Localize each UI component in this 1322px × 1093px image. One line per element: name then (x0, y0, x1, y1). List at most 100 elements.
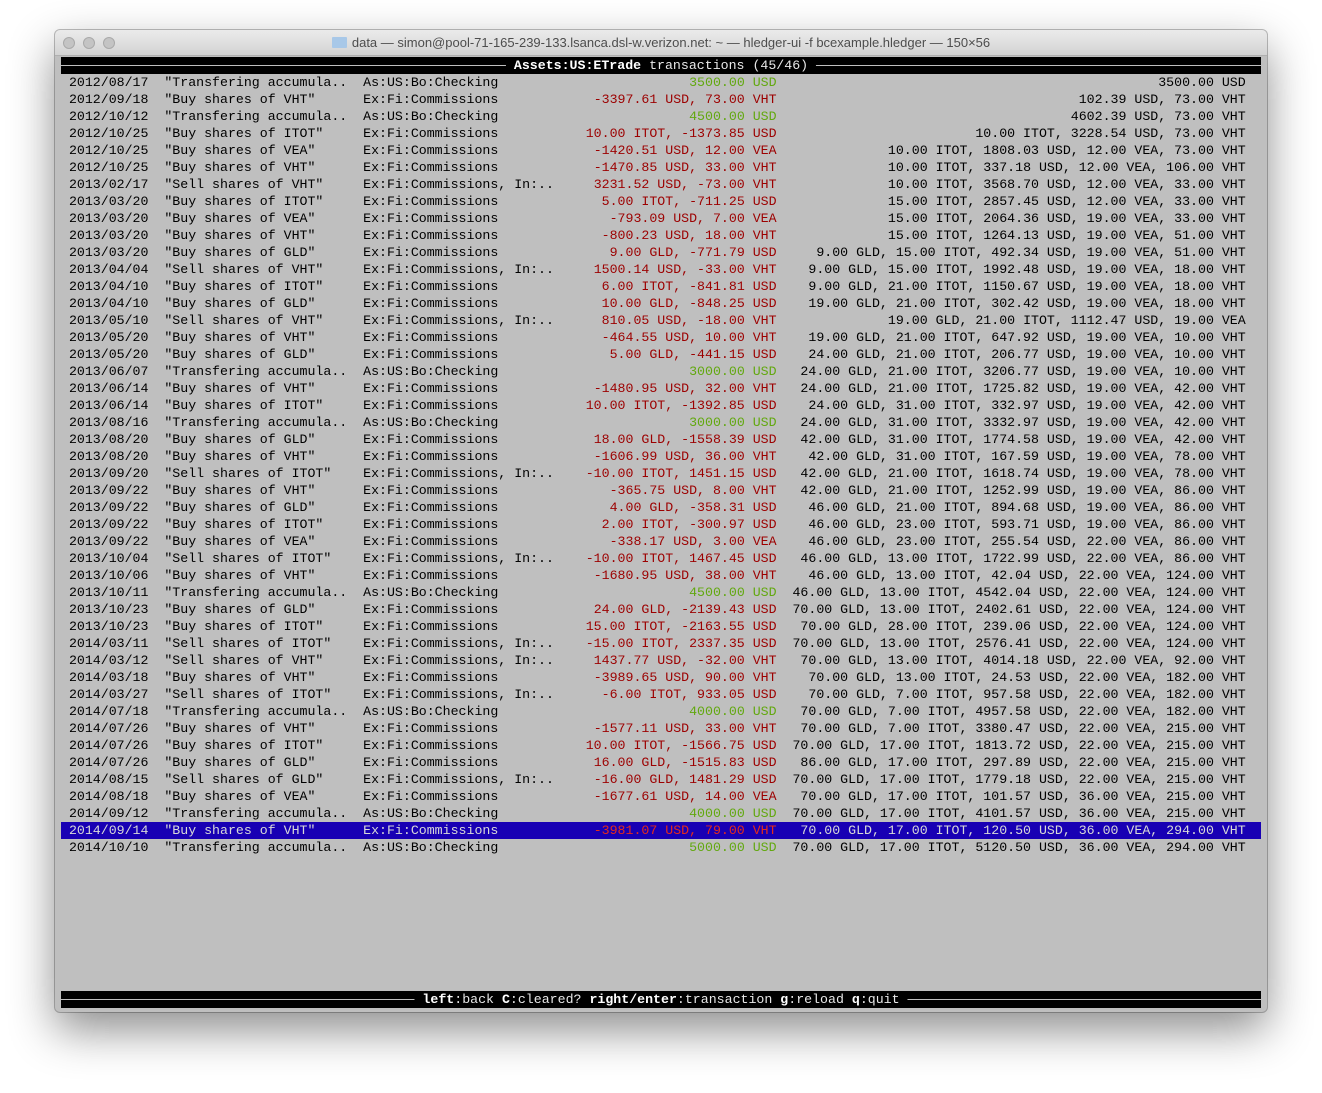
row-date: 2013/10/23 (68, 602, 149, 617)
row-balance: 70.00 GLD, 7.00 ITOT, 3380.47 USD, 22.00… (800, 721, 1246, 736)
table-row[interactable]: 2013/05/10 "Sell shares of VHT" Ex:Fi:Comm… (61, 312, 1261, 329)
row-description: "Buy shares of GLD" (164, 755, 316, 770)
row-date: 2012/10/25 (68, 160, 149, 175)
table-row[interactable]: 2012/09/18 "Buy shares of VHT" Ex:Fi:Commi… (61, 91, 1261, 108)
row-date: 2012/10/25 (68, 143, 149, 158)
row-amount: -1677.61 USD, 14.00 VEA (593, 789, 777, 804)
table-row[interactable]: 2012/08/17 "Transfering accumula.. As:US:B… (61, 74, 1261, 91)
row-balance: 9.00 GLD, 21.00 ITOT, 1150.67 USD, 19.00… (808, 279, 1246, 294)
row-date: 2014/07/26 (68, 721, 149, 736)
header-account: Assets:US:ETrade (513, 58, 642, 73)
row-amount: -3989.65 USD, 90.00 VHT (593, 670, 777, 685)
key-separator: : (788, 992, 797, 1007)
table-row[interactable]: 2014/07/26 "Buy shares of ITOT" Ex:Fi:Comm… (61, 737, 1261, 754)
row-date: 2013/03/20 (68, 211, 149, 226)
table-row[interactable]: 2014/03/27 "Sell shares of ITOT" Ex:Fi:Com… (61, 686, 1261, 703)
row-description: "Buy shares of VHT" (164, 92, 316, 107)
table-row[interactable]: 2013/10/11 "Transfering accumula.. As:US:B… (61, 584, 1261, 601)
row-date: 2012/10/12 (68, 109, 149, 124)
row-account: Ex:Fi:Commissions, In:.. (363, 177, 554, 192)
row-balance: 42.00 GLD, 31.00 ITOT, 167.59 USD, 19.00… (808, 449, 1246, 464)
row-amount: -365.75 USD, 8.00 VHT (609, 483, 777, 498)
table-row[interactable]: 2014/07/18 "Transfering accumula.. As:US:B… (61, 703, 1261, 720)
row-description: "Buy shares of VHT" (164, 483, 316, 498)
table-row[interactable]: 2013/06/14 "Buy shares of VHT" Ex:Fi:Commi… (61, 380, 1261, 397)
table-row[interactable]: 2012/10/12 "Transfering accumula.. As:US:B… (61, 108, 1261, 125)
table-row[interactable]: 2013/10/04 "Sell shares of ITOT" Ex:Fi:Com… (61, 550, 1261, 567)
minimize-window-button[interactable] (83, 37, 95, 49)
close-window-button[interactable] (63, 37, 75, 49)
table-row[interactable]: 2013/10/06 "Buy shares of VHT" Ex:Fi:Commi… (61, 567, 1261, 584)
row-date: 2013/06/14 (68, 381, 149, 396)
row-date: 2013/09/22 (68, 483, 149, 498)
row-date: 2014/03/11 (68, 636, 149, 651)
row-account: Ex:Fi:Commissions (363, 347, 499, 362)
row-amount: 18.00 GLD, -1558.39 USD (593, 432, 777, 447)
row-amount: 9.00 GLD, -771.79 USD (609, 245, 777, 260)
table-row[interactable]: 2013/05/20 "Buy shares of VHT" Ex:Fi:Commi… (61, 329, 1261, 346)
row-account: As:US:Bo:Checking (363, 806, 499, 821)
window-title: data — simon@pool-71-165-239-133.lsanca.… (351, 35, 991, 50)
table-row[interactable]: 2013/09/22 "Buy shares of VEA" Ex:Fi:Commi… (61, 533, 1261, 550)
header-suffix: transactions (45/46) (649, 58, 809, 73)
row-amount: -793.09 USD, 7.00 VEA (609, 211, 777, 226)
table-row[interactable]: 2013/09/22 "Buy shares of ITOT" Ex:Fi:Comm… (61, 516, 1261, 533)
row-account: Ex:Fi:Commissions (363, 619, 499, 634)
table-row[interactable]: 2014/07/26 "Buy shares of GLD" Ex:Fi:Commi… (61, 754, 1261, 771)
row-amount: 4000.00 USD (689, 704, 777, 719)
row-account: As:US:Bo:Checking (363, 75, 499, 90)
row-date: 2013/05/10 (68, 313, 149, 328)
table-row[interactable]: 2013/06/07 "Transfering accumula.. As:US:B… (61, 363, 1261, 380)
row-date: 2013/10/11 (68, 585, 149, 600)
table-row[interactable]: 2013/03/20 "Buy shares of ITOT" Ex:Fi:Comm… (61, 193, 1261, 210)
table-row[interactable]: 2014/09/12 "Transfering accumula.. As:US:B… (61, 805, 1261, 822)
table-row[interactable]: 2014/08/15 "Sell shares of GLD" Ex:Fi:Comm… (61, 771, 1261, 788)
table-row[interactable]: 2013/06/14 "Buy shares of ITOT" Ex:Fi:Comm… (61, 397, 1261, 414)
table-row[interactable]: 2014/08/18 "Buy shares of VEA" Ex:Fi:Commi… (61, 788, 1261, 805)
table-row[interactable]: 2013/03/20 "Buy shares of VEA" Ex:Fi:Commi… (61, 210, 1261, 227)
row-description: "Buy shares of VHT" (164, 721, 316, 736)
table-row[interactable]: 2013/09/22 "Buy shares of VHT" Ex:Fi:Commi… (61, 482, 1261, 499)
table-row[interactable]: 2013/05/20 "Buy shares of GLD" Ex:Fi:Commi… (61, 346, 1261, 363)
table-row[interactable]: 2012/10/25 "Buy shares of ITOT" Ex:Fi:Comm… (61, 125, 1261, 142)
table-row[interactable]: 2013/04/10 "Buy shares of ITOT" Ex:Fi:Comm… (61, 278, 1261, 295)
key-action: transaction (684, 992, 773, 1007)
table-row-selected[interactable]: 2014/09/14 "Buy shares of VHT" Ex:Fi:Commi… (61, 822, 1261, 839)
table-row[interactable]: 2013/02/17 "Sell shares of VHT" Ex:Fi:Comm… (61, 176, 1261, 193)
row-date: 2013/04/10 (68, 279, 149, 294)
row-amount: -800.23 USD, 18.00 VHT (601, 228, 777, 243)
table-row[interactable]: 2013/08/16 "Transfering accumula.. As:US:B… (61, 414, 1261, 431)
row-balance: 15.00 ITOT, 1264.13 USD, 19.00 VEA, 51.0… (887, 228, 1246, 243)
table-row[interactable]: 2013/03/20 "Buy shares of VHT" Ex:Fi:Commi… (61, 227, 1261, 244)
row-description: "Buy shares of ITOT" (164, 279, 324, 294)
table-row[interactable]: 2014/03/12 "Sell shares of VHT" Ex:Fi:Comm… (61, 652, 1261, 669)
table-row[interactable]: 2012/10/25 "Buy shares of VEA" Ex:Fi:Commi… (61, 142, 1261, 159)
row-amount: 810.05 USD, -18.00 VHT (601, 313, 777, 328)
row-account: Ex:Fi:Commissions, In:.. (363, 772, 554, 787)
table-row[interactable]: 2013/08/20 "Buy shares of GLD" Ex:Fi:Commi… (61, 431, 1261, 448)
transaction-list[interactable]: 2012/08/17 "Transfering accumula.. As:US:B… (61, 74, 1261, 856)
row-amount: 1500.14 USD, -33.00 VHT (593, 262, 777, 277)
row-account: Ex:Fi:Commissions (363, 398, 499, 413)
key-action: quit (867, 992, 900, 1007)
key-separator: : (454, 992, 463, 1007)
row-amount: -1680.95 USD, 38.00 VHT (593, 568, 777, 583)
table-row[interactable]: 2013/09/20 "Sell shares of ITOT" Ex:Fi:Com… (61, 465, 1261, 482)
table-row[interactable]: 2013/08/20 "Buy shares of VHT" Ex:Fi:Commi… (61, 448, 1261, 465)
table-row[interactable]: 2013/04/04 "Sell shares of VHT" Ex:Fi:Comm… (61, 261, 1261, 278)
table-row[interactable]: 2014/03/18 "Buy shares of VHT" Ex:Fi:Commi… (61, 669, 1261, 686)
table-row[interactable]: 2013/03/20 "Buy shares of GLD" Ex:Fi:Commi… (61, 244, 1261, 261)
table-row[interactable]: 2014/03/11 "Sell shares of ITOT" Ex:Fi:Com… (61, 635, 1261, 652)
table-row[interactable]: 2014/10/10 "Transfering accumula.. As:US:B… (61, 839, 1261, 856)
table-row[interactable]: 2013/10/23 "Buy shares of GLD" Ex:Fi:Commi… (61, 601, 1261, 618)
row-balance: 15.00 ITOT, 2857.45 USD, 12.00 VEA, 33.0… (887, 194, 1246, 209)
table-row[interactable]: 2014/07/26 "Buy shares of VHT" Ex:Fi:Commi… (61, 720, 1261, 737)
table-row[interactable]: 2013/09/22 "Buy shares of GLD" Ex:Fi:Commi… (61, 499, 1261, 516)
table-row[interactable]: 2013/04/10 "Buy shares of GLD" Ex:Fi:Commi… (61, 295, 1261, 312)
table-row[interactable]: 2012/10/25 "Buy shares of VHT" Ex:Fi:Commi… (61, 159, 1261, 176)
zoom-window-button[interactable] (103, 37, 115, 49)
terminal[interactable]: Assets:US:ETrade transactions (45/46) 20… (61, 56, 1261, 1008)
table-row[interactable]: 2013/10/23 "Buy shares of ITOT" Ex:Fi:Comm… (61, 618, 1261, 635)
row-amount: -1577.11 USD, 33.00 VHT (593, 721, 777, 736)
row-amount: -1606.99 USD, 36.00 VHT (593, 449, 777, 464)
